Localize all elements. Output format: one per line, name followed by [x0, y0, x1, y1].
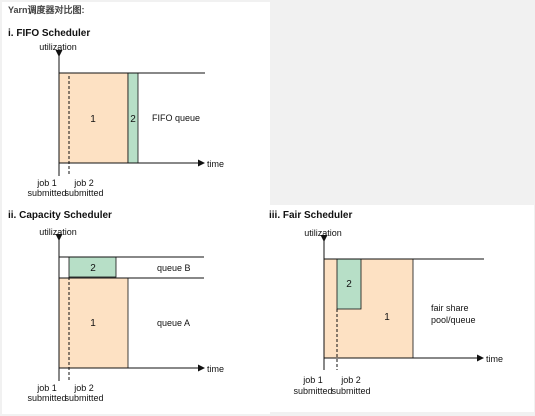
capacity-job1-submit-label-1: job 1	[36, 383, 57, 393]
capacity-title: ii. Capacity Scheduler	[8, 210, 112, 221]
fair-pool-label-2: pool/queue	[431, 315, 476, 325]
fair-job1-label: 1	[384, 312, 390, 323]
fifo-job2-submit-label-1: job 2	[73, 178, 94, 188]
capacity-queue-a-label: queue A	[157, 318, 190, 328]
page-title: Yarn调度器对比图:	[8, 5, 85, 15]
fifo-queue-label: FIFO queue	[152, 113, 200, 123]
capacity-job1-block	[58, 277, 129, 369]
fair-x-axis-label: time	[486, 354, 503, 364]
capacity-job2-label: 2	[90, 263, 96, 274]
fair-job1-submit-label-1: job 1	[302, 375, 323, 385]
capacity-scheduler-diagram: ii. Capacity Scheduler utilization 2 1 q…	[8, 210, 224, 403]
fair-pool-label-1: fair share	[431, 303, 469, 313]
fifo-job1-label: 1	[90, 114, 96, 125]
capacity-x-axis-label: time	[207, 364, 224, 374]
fifo-x-axis-label: time	[207, 159, 224, 169]
fair-title: iii. Fair Scheduler	[269, 210, 352, 221]
fifo-job2-submit-label-2: submitted	[64, 188, 103, 198]
fifo-job1-submit-label-2: submitted	[27, 188, 66, 198]
fair-job1-submit-label-2: submitted	[293, 386, 332, 396]
capacity-queue-b-label: queue B	[157, 263, 191, 273]
capacity-job2-submit-label-1: job 2	[73, 383, 94, 393]
fifo-job1-submit-label-1: job 1	[36, 178, 57, 188]
fair-y-axis-label: utilization	[304, 228, 342, 238]
capacity-job1-submit-label-2: submitted	[27, 393, 66, 403]
fifo-job2-label: 2	[130, 114, 136, 125]
fair-job2-submit-label-1: job 2	[340, 375, 361, 385]
left-panel	[2, 2, 270, 414]
capacity-job1-label: 1	[90, 318, 96, 329]
capacity-job2-submit-label-2: submitted	[64, 393, 103, 403]
fifo-scheduler-diagram: i. FIFO Scheduler utilization 1 2 FIFO q…	[8, 28, 224, 198]
fair-scheduler-diagram: iii. Fair Scheduler utilization 2 1 fair…	[269, 210, 503, 396]
fifo-title: i. FIFO Scheduler	[8, 28, 90, 39]
fifo-y-axis-label: utilization	[39, 42, 77, 52]
fair-job2-label: 2	[346, 279, 352, 290]
fair-job2-submit-label-2: submitted	[331, 386, 370, 396]
capacity-y-axis-label: utilization	[39, 227, 77, 237]
